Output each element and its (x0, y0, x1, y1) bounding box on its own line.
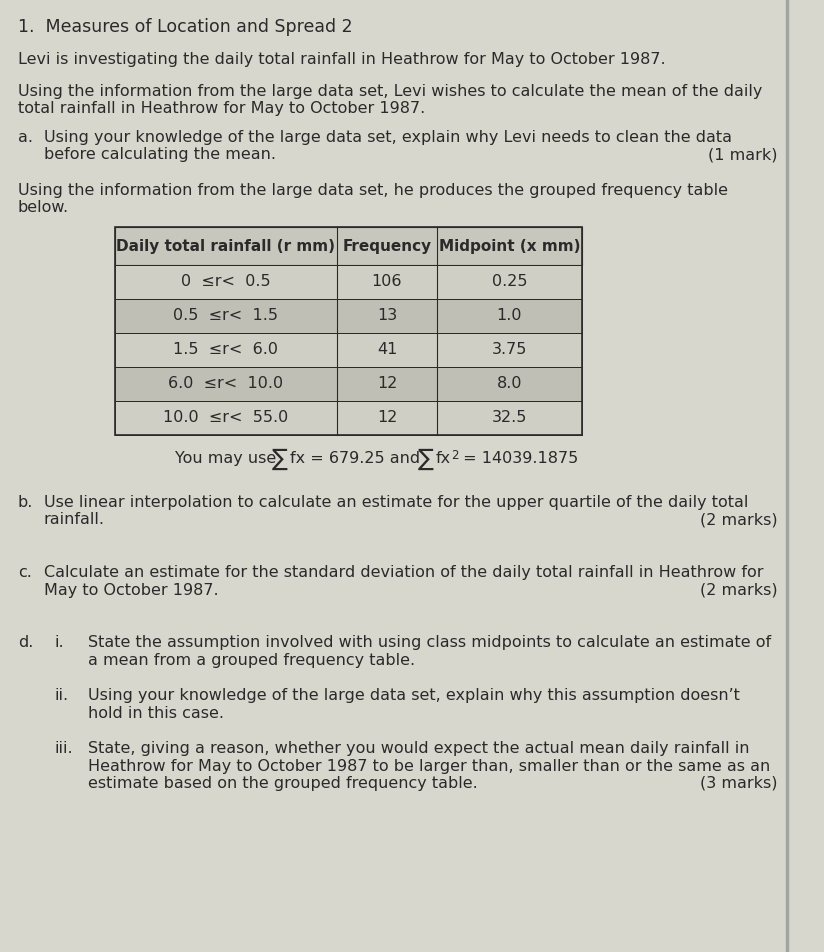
Text: fx: fx (436, 451, 451, 466)
Text: c.: c. (18, 565, 32, 580)
Bar (115, 299, 582, 333)
Text: b.: b. (18, 495, 34, 510)
Text: 1.5  ≤r<  6.0: 1.5 ≤r< 6.0 (174, 343, 279, 358)
Text: Using your knowledge of the large data set, explain why Levi needs to clean the : Using your knowledge of the large data s… (44, 130, 732, 145)
Text: 10.0  ≤r<  55.0: 10.0 ≤r< 55.0 (163, 410, 288, 426)
Text: 8.0: 8.0 (497, 376, 522, 391)
Text: a mean from a grouped frequency table.: a mean from a grouped frequency table. (88, 652, 415, 667)
Text: Heathrow for May to October 1987 to be larger than, smaller than or the same as : Heathrow for May to October 1987 to be l… (88, 759, 770, 773)
Text: Levi is investigating the daily total rainfall in Heathrow for May to October 19: Levi is investigating the daily total ra… (18, 52, 666, 67)
Text: Using the information from the large data set, he produces the grouped frequency: Using the information from the large dat… (18, 183, 728, 198)
Text: (3 marks): (3 marks) (700, 776, 778, 791)
Text: a.: a. (18, 130, 33, 145)
Text: ii.: ii. (55, 688, 69, 703)
Text: 0  ≤r<  0.5: 0 ≤r< 0.5 (181, 274, 271, 289)
Text: rainfall.: rainfall. (44, 512, 105, 527)
Text: May to October 1987.: May to October 1987. (44, 583, 218, 598)
Text: 13: 13 (377, 308, 397, 324)
Text: State the assumption involved with using class midpoints to calculate an estimat: State the assumption involved with using… (88, 635, 771, 650)
Text: Midpoint (x mm): Midpoint (x mm) (438, 239, 580, 253)
Text: total rainfall in Heathrow for May to October 1987.: total rainfall in Heathrow for May to Oc… (18, 102, 425, 116)
Text: hold in this case.: hold in this case. (88, 705, 224, 721)
Bar (115, 401, 582, 435)
Text: i.: i. (55, 635, 64, 650)
Text: 12: 12 (377, 376, 397, 391)
Text: Calculate an estimate for the standard deviation of the daily total rainfall in : Calculate an estimate for the standard d… (44, 565, 764, 580)
Text: 12: 12 (377, 410, 397, 426)
Text: (1 mark): (1 mark) (709, 148, 778, 163)
Text: ∑: ∑ (418, 447, 434, 471)
Text: State, giving a reason, whether you would expect the actual mean daily rainfall : State, giving a reason, whether you woul… (88, 741, 750, 756)
Text: 41: 41 (377, 343, 397, 358)
Bar (115, 227, 582, 435)
Bar (115, 333, 582, 367)
Text: (2 marks): (2 marks) (700, 512, 778, 527)
Bar (115, 227, 582, 265)
Text: 3.75: 3.75 (492, 343, 527, 358)
Text: iii.: iii. (55, 741, 73, 756)
Text: ∑: ∑ (272, 447, 288, 471)
Text: 106: 106 (372, 274, 402, 289)
Text: (2 marks): (2 marks) (700, 583, 778, 598)
Bar (115, 265, 582, 299)
Text: 1.  Measures of Location and Spread 2: 1. Measures of Location and Spread 2 (18, 18, 353, 36)
Text: 1.0: 1.0 (497, 308, 522, 324)
Text: Use linear interpolation to calculate an estimate for the upper quartile of the : Use linear interpolation to calculate an… (44, 495, 748, 510)
Text: Using the information from the large data set, Levi wishes to calculate the mean: Using the information from the large dat… (18, 84, 762, 99)
Text: 32.5: 32.5 (492, 410, 527, 426)
Text: before calculating the mean.: before calculating the mean. (44, 148, 276, 163)
Text: = 14039.1875: = 14039.1875 (458, 451, 578, 466)
Text: estimate based on the grouped frequency table.: estimate based on the grouped frequency … (88, 776, 478, 791)
Text: below.: below. (18, 201, 69, 215)
Text: fx = 679.25 and: fx = 679.25 and (290, 451, 425, 466)
Text: Daily total rainfall (r mm): Daily total rainfall (r mm) (116, 239, 335, 253)
Text: Using your knowledge of the large data set, explain why this assumption doesn’t: Using your knowledge of the large data s… (88, 688, 740, 703)
Text: Frequency: Frequency (343, 239, 432, 253)
Bar (115, 367, 582, 401)
Text: 0.5  ≤r<  1.5: 0.5 ≤r< 1.5 (174, 308, 279, 324)
Text: 0.25: 0.25 (492, 274, 527, 289)
Text: d.: d. (18, 635, 34, 650)
Text: 6.0  ≤r<  10.0: 6.0 ≤r< 10.0 (168, 376, 283, 391)
Text: 2: 2 (451, 449, 458, 462)
Text: You may use: You may use (175, 451, 281, 466)
